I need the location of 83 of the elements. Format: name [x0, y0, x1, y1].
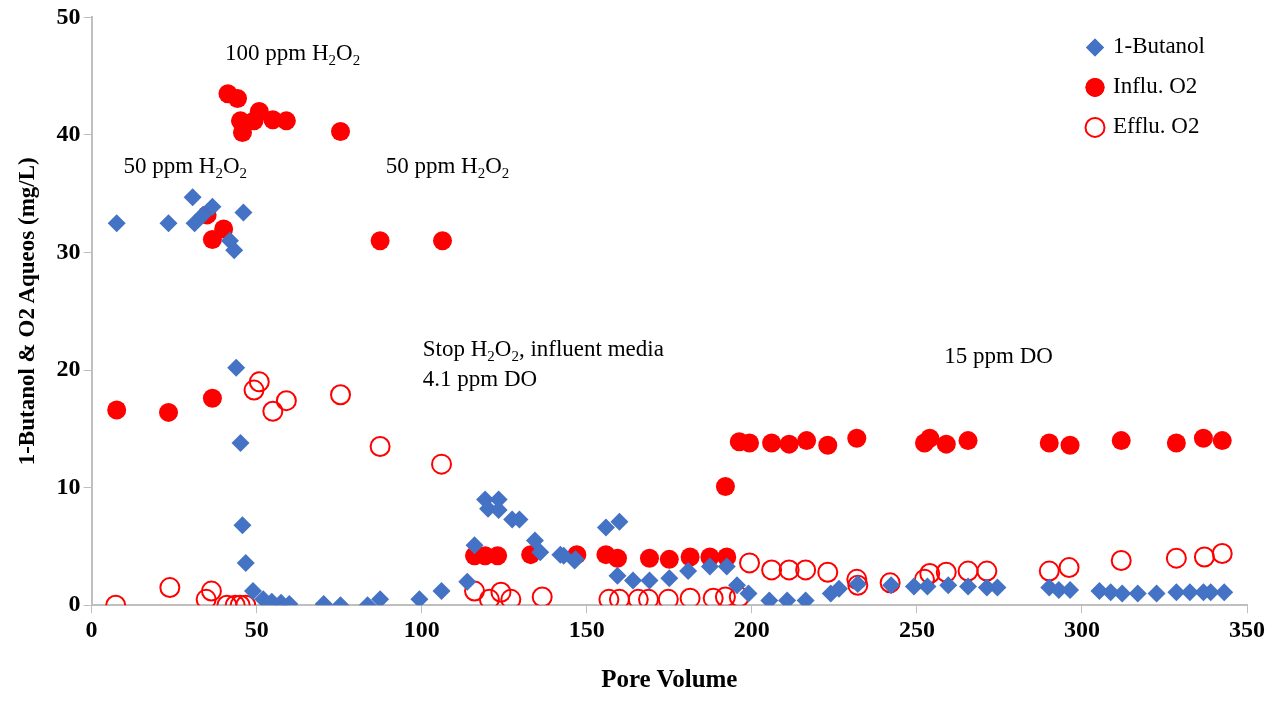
point: [920, 428, 940, 448]
x-tick-label: 350: [1229, 615, 1265, 642]
point: [331, 121, 351, 141]
point: [370, 231, 390, 251]
legend-label: Influ. O2: [1113, 73, 1198, 99]
point: [531, 586, 553, 606]
point: [715, 476, 735, 496]
point: [243, 379, 265, 401]
point: [1039, 433, 1059, 453]
point: [159, 577, 181, 599]
legend-label: 1-Butanol: [1113, 33, 1206, 59]
annotation: 15 ppm DO: [944, 343, 1053, 369]
point: [262, 400, 284, 422]
point: [714, 586, 736, 606]
point: [107, 400, 127, 420]
point: [817, 561, 839, 583]
point: [659, 549, 679, 569]
point: [935, 561, 957, 583]
point: [1212, 431, 1232, 451]
point: [762, 433, 782, 453]
point: [958, 431, 978, 451]
point: [330, 384, 352, 406]
y-axis-title: 1-Butanol & O2 Aqueos (mg/L): [13, 157, 39, 466]
point: [976, 560, 998, 582]
y-tick-label: 40: [56, 120, 81, 147]
point: [1111, 431, 1131, 451]
point: [679, 587, 701, 606]
point: [1038, 560, 1060, 582]
x-tick-label: 0: [85, 615, 98, 642]
point: [275, 390, 297, 412]
point: [779, 434, 799, 454]
y-tick-label: 0: [68, 590, 81, 617]
point: [818, 435, 838, 455]
point: [1110, 550, 1132, 572]
point: [936, 434, 956, 454]
point: [957, 560, 979, 582]
point: [464, 580, 486, 602]
point: [433, 231, 453, 251]
point: [1165, 547, 1187, 569]
legend-label: Efflu. O2: [1113, 113, 1200, 139]
point: [879, 572, 901, 594]
point: [778, 559, 800, 581]
point: [1058, 557, 1080, 579]
point: [1166, 433, 1186, 453]
point: [846, 568, 868, 590]
x-tick-label: 150: [568, 615, 605, 642]
point: [680, 547, 700, 567]
point: [761, 559, 783, 581]
point: [202, 388, 222, 408]
point: [249, 101, 269, 121]
point: [200, 580, 222, 602]
point: [490, 581, 512, 603]
point: [248, 371, 270, 393]
point: [797, 431, 817, 451]
point: [276, 111, 296, 131]
y-tick-label: 30: [56, 237, 81, 264]
point: [847, 428, 867, 448]
y-tick-label: 50: [56, 2, 81, 29]
point: [202, 230, 222, 250]
x-tick-label: 250: [898, 615, 935, 642]
y-tick-label: 10: [56, 472, 81, 499]
x-tick-label: 100: [403, 615, 440, 642]
point: [739, 552, 761, 574]
y-tick-label: 20: [56, 355, 81, 382]
point: [159, 402, 179, 422]
point: [740, 433, 760, 453]
point: [1211, 542, 1233, 564]
point: [1193, 546, 1215, 568]
point: [228, 89, 248, 109]
point: [919, 562, 941, 584]
point: [795, 559, 817, 581]
x-tick-label: 300: [1063, 615, 1100, 642]
point: [702, 587, 724, 606]
point: [639, 548, 659, 568]
x-axis-title: Pore Volume: [601, 665, 738, 693]
point: [1060, 435, 1080, 455]
point: [607, 548, 627, 568]
point: [431, 453, 453, 475]
x-tick-label: 50: [244, 615, 269, 642]
point: [488, 546, 508, 566]
point: [1193, 428, 1213, 448]
point: [369, 435, 391, 457]
x-tick-label: 200: [733, 615, 770, 642]
